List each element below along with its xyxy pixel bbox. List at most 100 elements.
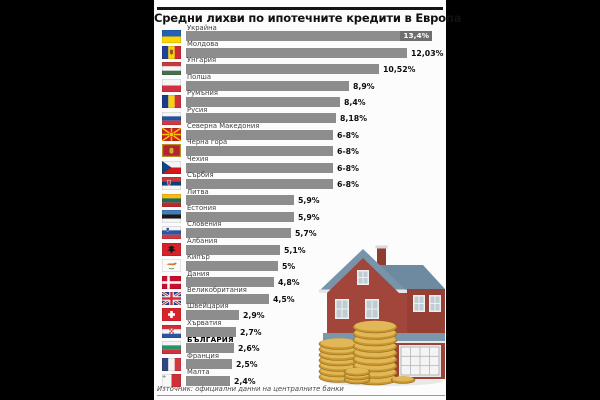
bar-value-label: 6-8%: [337, 163, 359, 173]
flag-ro-icon: [162, 95, 181, 109]
flag-cy-icon: [162, 259, 181, 273]
bar-value-label: 8,9%: [353, 81, 375, 91]
flag-ua-icon: [162, 29, 181, 43]
value-bar: [186, 80, 349, 91]
chart-row: Полша 8,9%: [154, 73, 446, 92]
chart-row: Чехия 6-8%: [154, 155, 446, 174]
bar-value-label: 5,1%: [284, 245, 306, 255]
bar-value-label: 5%: [282, 261, 296, 271]
value-bar: 13,4%: [186, 31, 432, 42]
chart-row: Кипър 5%: [154, 253, 446, 273]
value-bar: [186, 228, 291, 239]
flag-mk-icon: [161, 127, 182, 142]
value-bar: [186, 359, 232, 370]
country-label: Украйна: [187, 23, 217, 32]
chart-row: Румъния 8,4%: [154, 89, 446, 109]
bar-value-label: 2,4%: [234, 376, 256, 386]
value-bar: [186, 47, 407, 58]
country-label: Черна гора: [187, 138, 228, 147]
value-bar: [186, 260, 278, 271]
bar-value-label: 5,9%: [298, 212, 320, 222]
flag-ch-icon: [162, 308, 181, 322]
bar-value-label: 8,4%: [344, 97, 366, 107]
country-label: Франция: [187, 351, 219, 360]
flag-mt-icon: [162, 373, 181, 387]
country-label: Молдова: [187, 39, 219, 48]
chart-row: Малта 2,4%: [154, 367, 446, 387]
flag-ee-icon: [162, 209, 181, 223]
source-note: Източник: официални данни на централните…: [157, 385, 344, 393]
value-bar: [186, 178, 333, 189]
bar-value-label: 4,5%: [273, 294, 295, 304]
flag-cz-icon: [162, 160, 181, 174]
bar-value-label: 8,18%: [340, 114, 368, 124]
flag-hr-icon: [162, 324, 181, 338]
country-label: Малта: [187, 367, 210, 376]
country-label: Литва: [187, 187, 209, 196]
bar-value-label: 6-8%: [337, 147, 359, 157]
bar-value-label: 2,5%: [236, 360, 258, 370]
value-bar: [186, 96, 340, 107]
chart-row: Словения 5,7%: [154, 220, 446, 240]
bar-value-label: 2,6%: [238, 343, 260, 353]
bar-chart: Украйна 13,4% Молдова 12,03% Унгария 10,52% По…: [154, 23, 446, 387]
bar-value-label: 10,52%: [383, 65, 416, 75]
chart-row: Украйна 13,4%: [154, 23, 446, 43]
country-label: Дания: [187, 269, 210, 278]
chart-title: Средни лихви по ипотечните кредити в Евр…: [154, 11, 462, 25]
infographic-panel: Средни лихви по ипотечните кредити в Евр…: [154, 0, 462, 400]
country-label: Хърватия: [187, 318, 222, 327]
value-bar: [186, 162, 333, 173]
value-bar: [186, 342, 234, 353]
country-label: Сърбия: [187, 171, 214, 180]
country-label: Румъния: [187, 89, 219, 98]
title-rule: [157, 7, 443, 10]
flag-hu-icon: [162, 62, 181, 76]
chart-row: Великобритания 4,5%: [154, 285, 446, 307]
chart-row: Черна гора 6-8%: [154, 138, 446, 158]
country-label: Северна Македония: [187, 121, 260, 130]
flag-rs-icon: [162, 177, 181, 191]
value-bar: [186, 326, 236, 337]
flag-md-icon: [162, 45, 181, 59]
bar-value-label: 13,4%: [400, 31, 432, 42]
bar-value-label: 12,03%: [411, 48, 444, 58]
value-bar: [186, 146, 333, 157]
country-label: Русия: [187, 105, 208, 114]
country-label: БЪЛГАРИЯ: [187, 335, 234, 345]
country-label: Швейцария: [187, 302, 229, 311]
value-bar: [186, 195, 294, 206]
footer-rule: [157, 395, 445, 396]
flag-pl-icon: [162, 78, 181, 92]
bar-value-label: 5,7%: [295, 229, 317, 239]
country-label: Великобритания: [187, 285, 247, 294]
value-bar: [186, 113, 336, 124]
flag-gb-icon: [161, 290, 182, 307]
chart-row: Франция 2,5%: [154, 351, 446, 371]
country-label: Словения: [187, 220, 222, 229]
bar-value-label: 2,9%: [243, 311, 265, 321]
country-label: Албания: [187, 236, 218, 245]
chart-row: Швейцария 2,9%: [154, 302, 446, 322]
value-bar: [186, 277, 274, 288]
house-coins-illustration: [317, 239, 445, 389]
value-bar: [186, 211, 294, 222]
chart-row: Албания 5,1%: [154, 236, 446, 256]
country-label: Кипър: [187, 253, 210, 262]
country-label: Естония: [187, 203, 217, 212]
flag-al-icon: [162, 242, 181, 256]
value-bar: [186, 310, 239, 321]
flag-ru-icon: [162, 111, 181, 125]
flag-lt-icon: [162, 193, 181, 207]
chart-row: Естония 5,9%: [154, 203, 446, 223]
bar-value-label: 4,8%: [278, 278, 300, 288]
chart-row: Унгария 10,52%: [154, 56, 446, 76]
chart-row: Русия 8,18%: [154, 105, 446, 125]
flag-bg-icon: [162, 341, 181, 355]
country-label: Унгария: [187, 56, 217, 65]
chart-row: Литва 5,9%: [154, 187, 446, 207]
value-bar: [186, 375, 230, 386]
value-bar: [186, 293, 269, 304]
value-bar: [186, 129, 333, 140]
